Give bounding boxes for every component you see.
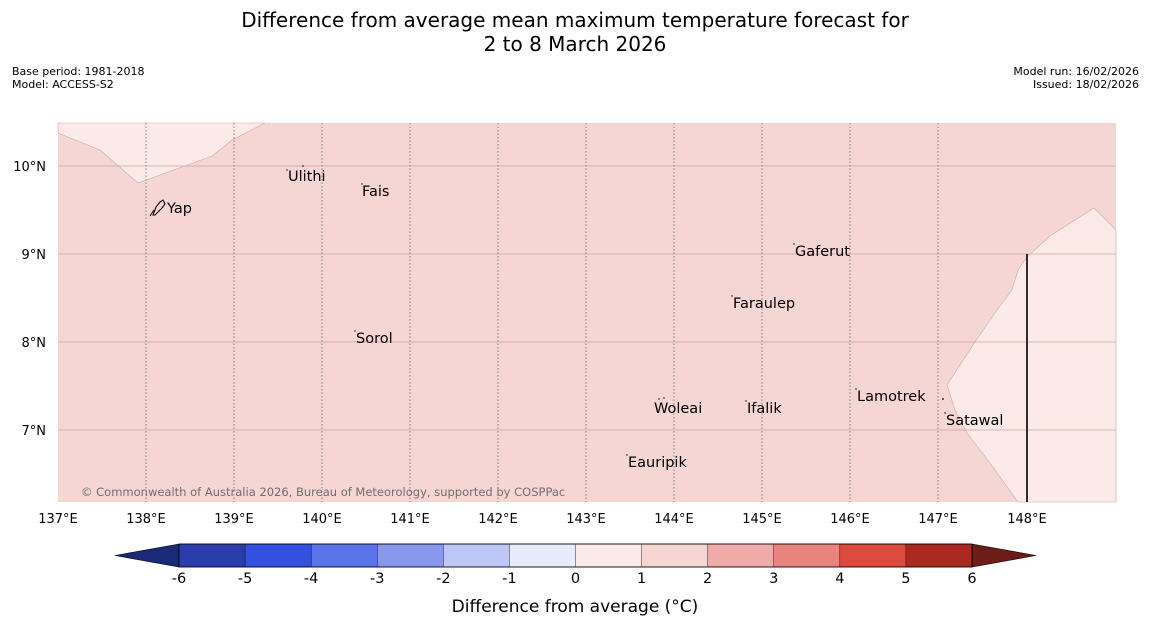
colorbar-tick-label: 3 — [769, 571, 778, 587]
colorbar-segment — [178, 543, 246, 568]
colorbar: -6 -5 -4 -3 -2 -1 0 1 2 3 4 5 6 Difference from aver… — [114, 543, 1037, 617]
lon-tick-label: 145°E — [742, 512, 782, 527]
colorbar-segment — [310, 543, 378, 568]
meta-right: Model run: 16/02/2026 Issued: 18/02/2026 — [1013, 65, 1139, 91]
colorbar-segment — [575, 543, 643, 568]
lon-tick-label: 148°E — [1007, 512, 1047, 527]
place-label-yap: Yap — [166, 201, 192, 217]
place-label-woleai: Woleai — [654, 401, 702, 417]
map-panel: Ulithi Fais Yap Gaferut Faraulep Sorol L… — [57, 122, 1117, 503]
island-dot — [354, 330, 356, 332]
colorbar-segment — [905, 543, 973, 568]
lat-tick-label: 8°N — [22, 336, 47, 351]
colorbar-segment — [443, 543, 510, 568]
island-dot — [663, 397, 665, 399]
colorbar-tick-label: 5 — [901, 571, 910, 587]
colorbar-segment — [244, 543, 312, 568]
colorbar-tick-label: -5 — [238, 571, 252, 587]
map-background — [58, 123, 1116, 502]
copyright-text: © Commonwealth of Australia 2026, Bureau… — [81, 485, 565, 499]
island-dot — [942, 398, 944, 400]
place-label-eauripik: Eauripik — [628, 455, 687, 471]
latitude-tick-labels: 10°N 9°N 8°N 7°N — [13, 160, 46, 439]
place-labels: Ulithi Fais Yap Gaferut Faraulep Sorol L… — [166, 169, 1003, 471]
longitude-tick-labels: 137°E 138°E 139°E 140°E 141°E 142°E 143°… — [38, 512, 1047, 527]
place-label-lamotrek: Lamotrek — [857, 389, 926, 405]
colorbar-tick-label: 0 — [571, 571, 580, 587]
colorbar-segment — [641, 543, 709, 568]
lon-tick-label: 138°E — [126, 512, 166, 527]
island-dot — [793, 243, 795, 245]
map-title: Difference from average mean maximum tem… — [0, 8, 1150, 56]
yap-island-shape — [152, 199, 166, 216]
meta-left: Base period: 1981-2018 Model: ACCESS-S2 — [12, 65, 144, 91]
island-dot — [626, 454, 628, 456]
colorbar-tick-label: -2 — [436, 571, 450, 587]
colorbar-segment — [773, 543, 841, 568]
base-period-text: Base period: 1981-2018 — [12, 65, 145, 78]
island-dot — [658, 398, 660, 400]
island-dot — [286, 169, 288, 171]
colorbar-tick-label: -4 — [304, 571, 318, 587]
colorbar-segment — [839, 543, 907, 568]
colorbar-frame — [178, 543, 973, 568]
place-label-ifalik: Ifalik — [747, 401, 782, 417]
island-dot — [302, 165, 304, 167]
colorbar-tick-label: -3 — [370, 571, 384, 587]
title-line-1: Difference from average mean maximum tem… — [241, 8, 909, 32]
lon-tick-label: 143°E — [566, 512, 606, 527]
place-label-faraulep: Faraulep — [733, 296, 795, 312]
colorbar-segment — [509, 543, 577, 568]
lon-tick-label: 147°E — [918, 512, 958, 527]
model-run-text: Model run: 16/02/2026 — [1013, 65, 1139, 78]
yap-island-detail — [149, 209, 155, 217]
lon-tick-label: 142°E — [478, 512, 518, 527]
colorbar-segment — [377, 543, 444, 568]
island-dot — [361, 183, 363, 185]
lat-tick-label: 7°N — [22, 424, 47, 439]
colorbar-high-extend — [971, 543, 1037, 568]
place-label-sorol: Sorol — [356, 331, 393, 347]
lon-tick-label: 141°E — [390, 512, 430, 527]
place-label-satawal: Satawal — [946, 413, 1003, 429]
lon-tick-label: 139°E — [214, 512, 254, 527]
lon-tick-label: 146°E — [830, 512, 870, 527]
colorbar-tick-label: 1 — [637, 571, 646, 587]
island-dot — [855, 388, 857, 390]
colorbar-title: Difference from average (°C) — [452, 597, 699, 617]
colorbar-segments — [178, 543, 973, 568]
issued-text: Issued: 18/02/2026 — [1032, 78, 1139, 91]
lat-tick-label: 9°N — [22, 248, 47, 263]
colorbar-segment — [707, 543, 775, 568]
colorbar-tick-labels: -6 -5 -4 -3 -2 -1 0 1 2 3 4 5 6 — [172, 571, 977, 587]
island-dot — [745, 400, 747, 402]
place-label-fais: Fais — [362, 184, 389, 200]
colorbar-tick-label: -1 — [502, 571, 516, 587]
place-label-gaferut: Gaferut — [795, 244, 850, 260]
place-label-ulithi: Ulithi — [288, 169, 326, 185]
colorbar-tick-label: 2 — [703, 571, 712, 587]
island-dot — [731, 295, 733, 297]
lon-tick-label: 144°E — [654, 512, 694, 527]
colorbar-low-extend — [114, 543, 180, 568]
colorbar-tick-label: 4 — [835, 571, 844, 587]
island-dot — [944, 412, 946, 414]
longitude-gridlines — [145, 123, 939, 502]
lon-tick-label: 137°E — [38, 512, 78, 527]
lon-tick-label: 140°E — [302, 512, 342, 527]
model-text: Model: ACCESS-S2 — [12, 78, 114, 91]
colorbar-tick-label: -6 — [172, 571, 186, 587]
low-anomaly-region-north — [57, 122, 266, 184]
colorbar-tick-label: 6 — [967, 571, 976, 587]
title-line-2: 2 to 8 March 2026 — [483, 32, 667, 56]
lat-tick-label: 10°N — [13, 160, 46, 175]
island-markers — [286, 165, 946, 456]
